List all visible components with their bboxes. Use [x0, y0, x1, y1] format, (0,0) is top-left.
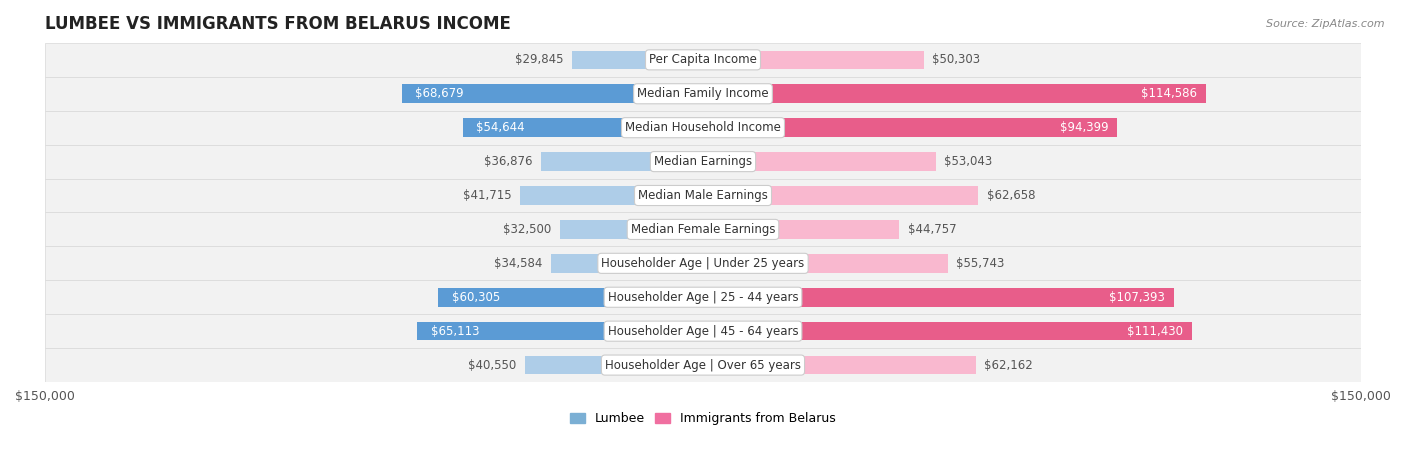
Text: LUMBEE VS IMMIGRANTS FROM BELARUS INCOME: LUMBEE VS IMMIGRANTS FROM BELARUS INCOME: [45, 15, 510, 33]
Text: $62,162: $62,162: [984, 359, 1033, 372]
Bar: [551, 254, 703, 273]
Bar: [45, 145, 1361, 178]
Text: $65,113: $65,113: [430, 325, 479, 338]
Bar: [45, 212, 1361, 247]
Bar: [45, 111, 1361, 145]
Text: Median Family Income: Median Family Income: [637, 87, 769, 100]
Bar: [703, 186, 979, 205]
Bar: [703, 85, 1206, 103]
Bar: [45, 247, 1361, 280]
Text: $114,586: $114,586: [1140, 87, 1197, 100]
Bar: [45, 348, 1361, 382]
Bar: [703, 220, 900, 239]
Text: $107,393: $107,393: [1109, 291, 1166, 304]
Text: $53,043: $53,043: [945, 155, 993, 168]
Text: $111,430: $111,430: [1128, 325, 1182, 338]
Bar: [703, 322, 1192, 340]
Text: $32,500: $32,500: [503, 223, 551, 236]
Text: Median Earnings: Median Earnings: [654, 155, 752, 168]
Bar: [463, 118, 703, 137]
Bar: [418, 322, 703, 340]
Bar: [541, 152, 703, 171]
Text: Householder Age | Under 25 years: Householder Age | Under 25 years: [602, 257, 804, 270]
Text: Source: ZipAtlas.com: Source: ZipAtlas.com: [1267, 19, 1385, 28]
Bar: [45, 280, 1361, 314]
Bar: [45, 178, 1361, 212]
Text: Per Capita Income: Per Capita Income: [650, 53, 756, 66]
Text: Householder Age | 25 - 44 years: Householder Age | 25 - 44 years: [607, 291, 799, 304]
Text: $34,584: $34,584: [494, 257, 543, 270]
Bar: [520, 186, 703, 205]
Text: Householder Age | Over 65 years: Householder Age | Over 65 years: [605, 359, 801, 372]
Bar: [703, 118, 1118, 137]
Text: Median Male Earnings: Median Male Earnings: [638, 189, 768, 202]
Bar: [524, 356, 703, 375]
Text: $41,715: $41,715: [463, 189, 512, 202]
Bar: [703, 152, 936, 171]
Bar: [703, 50, 924, 69]
Bar: [439, 288, 703, 306]
Bar: [402, 85, 703, 103]
Text: $50,303: $50,303: [932, 53, 980, 66]
Text: Householder Age | 45 - 64 years: Householder Age | 45 - 64 years: [607, 325, 799, 338]
Text: $40,550: $40,550: [468, 359, 516, 372]
Bar: [45, 314, 1361, 348]
Bar: [45, 77, 1361, 111]
Legend: Lumbee, Immigrants from Belarus: Lumbee, Immigrants from Belarus: [565, 407, 841, 430]
Bar: [45, 43, 1361, 77]
Bar: [703, 254, 948, 273]
Text: Median Household Income: Median Household Income: [626, 121, 780, 134]
Bar: [572, 50, 703, 69]
Text: Median Female Earnings: Median Female Earnings: [631, 223, 775, 236]
Text: $68,679: $68,679: [415, 87, 464, 100]
Bar: [703, 356, 976, 375]
Text: $55,743: $55,743: [956, 257, 1005, 270]
Text: $44,757: $44,757: [908, 223, 956, 236]
Text: $60,305: $60,305: [451, 291, 501, 304]
Text: $94,399: $94,399: [1060, 121, 1108, 134]
Text: $54,644: $54,644: [477, 121, 524, 134]
Text: $62,658: $62,658: [987, 189, 1035, 202]
Text: $29,845: $29,845: [515, 53, 564, 66]
Text: $36,876: $36,876: [484, 155, 533, 168]
Bar: [561, 220, 703, 239]
Bar: [703, 288, 1174, 306]
